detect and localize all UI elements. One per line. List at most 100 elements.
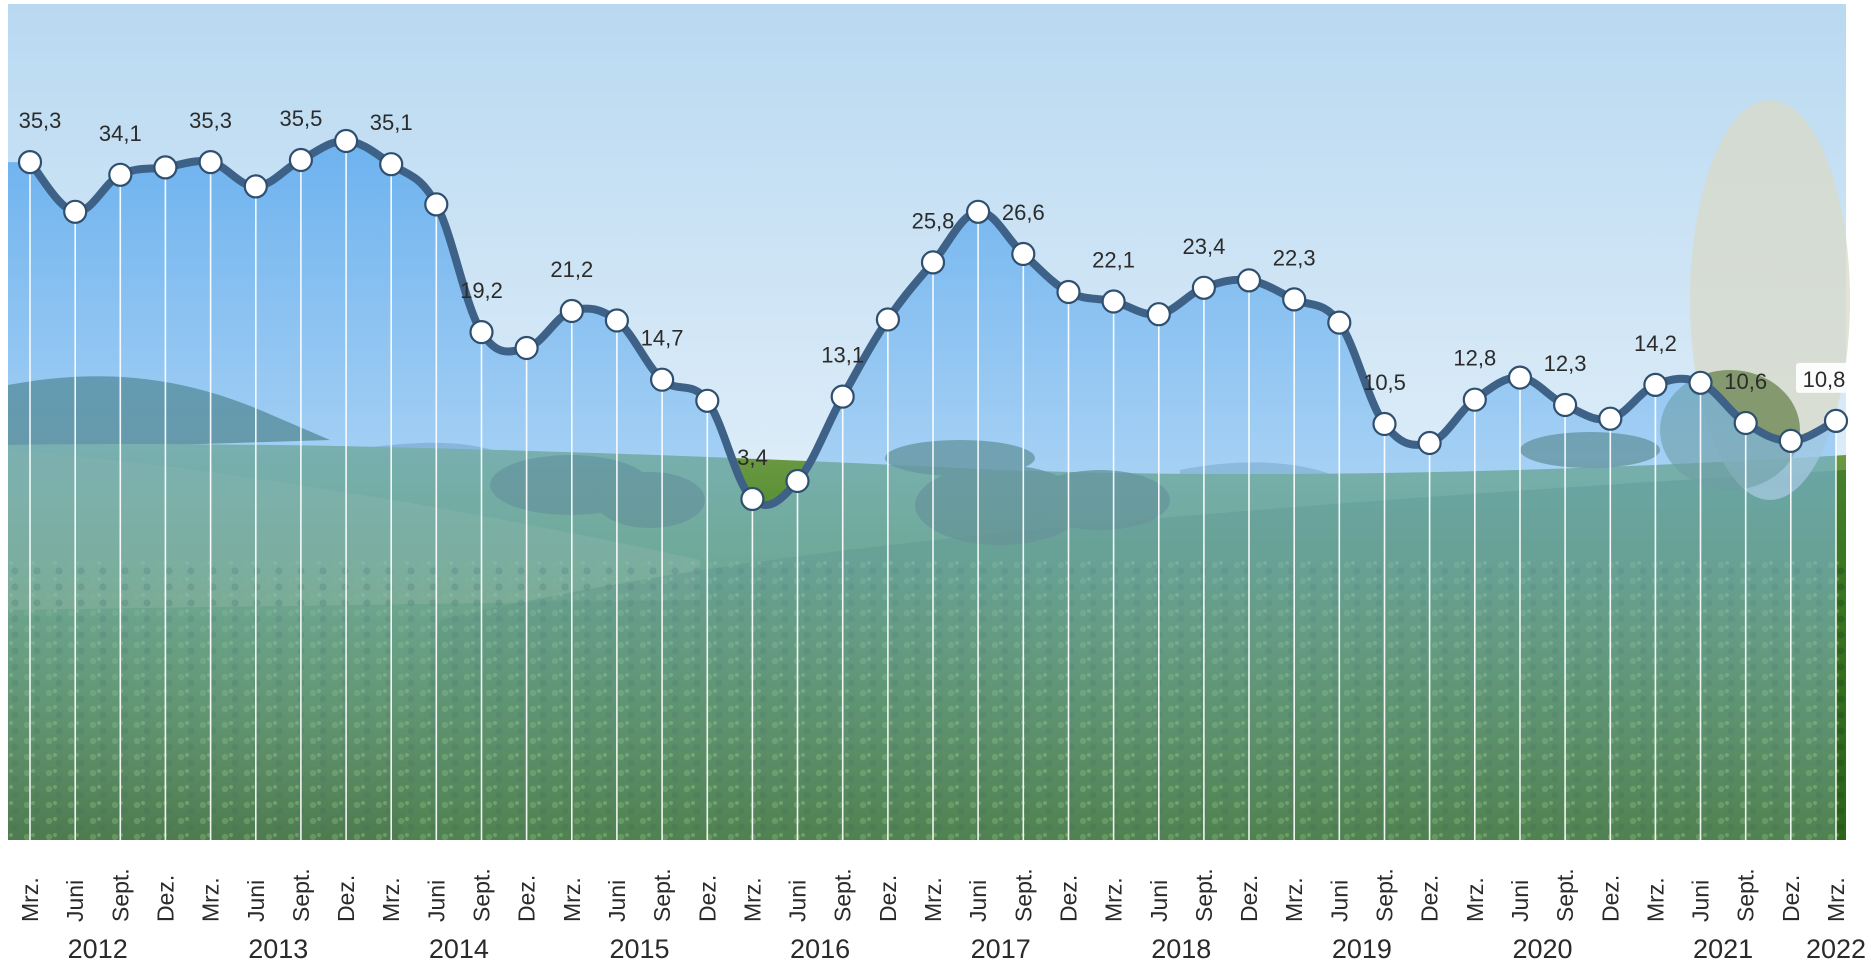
x-tick-label-11: Dez.: [514, 875, 540, 922]
data-markers: [17, 128, 1849, 512]
data-point-9: [424, 192, 449, 217]
data-point-8: [379, 152, 404, 177]
x-tick-label-25: Juni: [1146, 880, 1172, 922]
data-point-37: [1688, 370, 1713, 395]
data-point-20: [920, 250, 946, 275]
data-point-7: [334, 128, 359, 154]
x-tick-label-6: Sept.: [288, 868, 314, 922]
last-label-box: [1796, 362, 1854, 393]
data-point-23: [1056, 279, 1081, 305]
x-tick-label-2: Sept.: [107, 868, 133, 922]
data-label-32: 12,8: [1453, 346, 1496, 371]
data-point-33: [1507, 365, 1533, 390]
year-label-2017: 2017: [971, 934, 1031, 964]
data-point-16: [740, 486, 765, 512]
data-label-22: 26,6: [1002, 200, 1045, 225]
x-tick-label-34: Sept.: [1552, 868, 1578, 922]
year-label-2018: 2018: [1151, 934, 1211, 964]
data-label-24: 22,1: [1092, 248, 1135, 273]
data-label-8: 35,1: [370, 110, 413, 135]
x-tick-label-12: Mrz.: [559, 877, 585, 922]
x-tick-label-30: Sept.: [1372, 868, 1398, 922]
area-fill: [8, 140, 1836, 840]
data-point-30: [1372, 411, 1397, 437]
x-tick-label-1: Juni: [62, 880, 88, 922]
x-axis-labels: Mrz. Juni Sept. Dez. Mrz. Juni Sept. Dez. Mrz. Ju…: [17, 868, 1849, 922]
data-label-10: 19,2: [460, 278, 503, 303]
data-point-25: [1146, 302, 1171, 327]
data-point-14: [649, 367, 675, 392]
data-point-28: [1282, 287, 1307, 312]
x-tick-label-32: Mrz.: [1462, 877, 1488, 922]
data-point-24: [1101, 289, 1126, 314]
data-point-40: [1823, 408, 1849, 433]
x-tick-label-17: Juni: [785, 880, 811, 922]
data-labels: 35,3 34,1 35,3 35,5 35,1 19,2 21,2 14,7 3,4 13,1 2…: [19, 106, 1854, 470]
x-tick-label-15: Dez.: [694, 875, 720, 922]
data-point-3: [153, 155, 178, 180]
data-label-12: 21,2: [550, 257, 593, 282]
data-point-39: [1778, 428, 1803, 453]
x-tick-label-19: Dez.: [875, 875, 901, 922]
x-tick-label-24: Mrz.: [1101, 877, 1127, 922]
x-tick-label-4: Mrz.: [198, 877, 224, 922]
x-tick-label-20: Mrz.: [920, 877, 946, 922]
data-point-35: [1598, 406, 1623, 431]
x-tick-label-10: Sept.: [469, 868, 495, 922]
data-point-0: [17, 150, 43, 175]
x-tick-label-14: Sept.: [649, 868, 675, 922]
data-point-1: [63, 199, 88, 224]
year-label-2014: 2014: [429, 934, 489, 964]
x-tick-label-3: Dez.: [152, 875, 178, 922]
data-label-6: 35,5: [279, 106, 322, 131]
x-tick-label-27: Dez.: [1236, 875, 1262, 922]
data-label-2: 34,1: [99, 121, 142, 146]
data-point-36: [1643, 372, 1668, 397]
data-point-2: [108, 162, 133, 187]
data-label-4: 35,3: [189, 108, 232, 133]
x-tick-label-23: Dez.: [1056, 875, 1082, 922]
year-label-2013: 2013: [248, 934, 308, 964]
x-tick-label-21: Juni: [965, 880, 991, 922]
data-point-31: [1417, 430, 1442, 456]
x-tick-label-38: Sept.: [1733, 868, 1759, 922]
data-label-26: 23,4: [1182, 234, 1225, 259]
year-label-2020: 2020: [1512, 934, 1572, 964]
x-tick-label-33: Juni: [1507, 880, 1533, 922]
year-label-2015: 2015: [609, 934, 669, 964]
x-tick-label-8: Mrz.: [378, 877, 404, 922]
year-label-2019: 2019: [1332, 934, 1392, 964]
data-label-40: 10,8: [1803, 367, 1846, 392]
data-point-6: [288, 147, 313, 173]
x-tick-label-39: Dez.: [1778, 875, 1804, 922]
x-tick-label-26: Sept.: [1191, 868, 1217, 922]
data-point-19: [875, 307, 901, 332]
data-label-16: 3,4: [737, 445, 768, 470]
data-point-13: [604, 308, 630, 333]
x-tick-label-16: Mrz.: [739, 877, 765, 922]
x-tick-label-22: Sept.: [1010, 868, 1036, 922]
x-tick-label-40: Mrz.: [1823, 877, 1849, 922]
data-label-14: 14,7: [641, 326, 684, 351]
year-label-2022: 2022: [1806, 934, 1866, 964]
x-tick-label-13: Juni: [604, 880, 630, 922]
year-labels: 2012 2013 2014 2015 2016 2017 2018 2019 2020 2021…: [68, 934, 1866, 964]
data-label-36: 14,2: [1634, 331, 1677, 356]
x-tick-label-18: Sept.: [830, 868, 856, 922]
data-label-20: 25,8: [912, 208, 955, 233]
data-point-32: [1462, 387, 1487, 412]
data-point-22: [1011, 241, 1036, 267]
data-label-30: 10,5: [1363, 370, 1406, 395]
data-point-4: [198, 150, 223, 175]
data-point-17: [785, 468, 810, 494]
data-label-18: 13,1: [821, 343, 864, 368]
area-shape: [8, 140, 1836, 840]
data-point-18: [830, 384, 855, 409]
x-tick-label-36: Mrz.: [1642, 877, 1668, 922]
data-label-38: 10,6: [1724, 369, 1767, 394]
vertical-gridlines: [29, 141, 1837, 840]
data-point-38: [1733, 410, 1758, 436]
x-tick-label-29: Juni: [1326, 880, 1352, 922]
x-tick-label-31: Dez.: [1417, 875, 1443, 922]
